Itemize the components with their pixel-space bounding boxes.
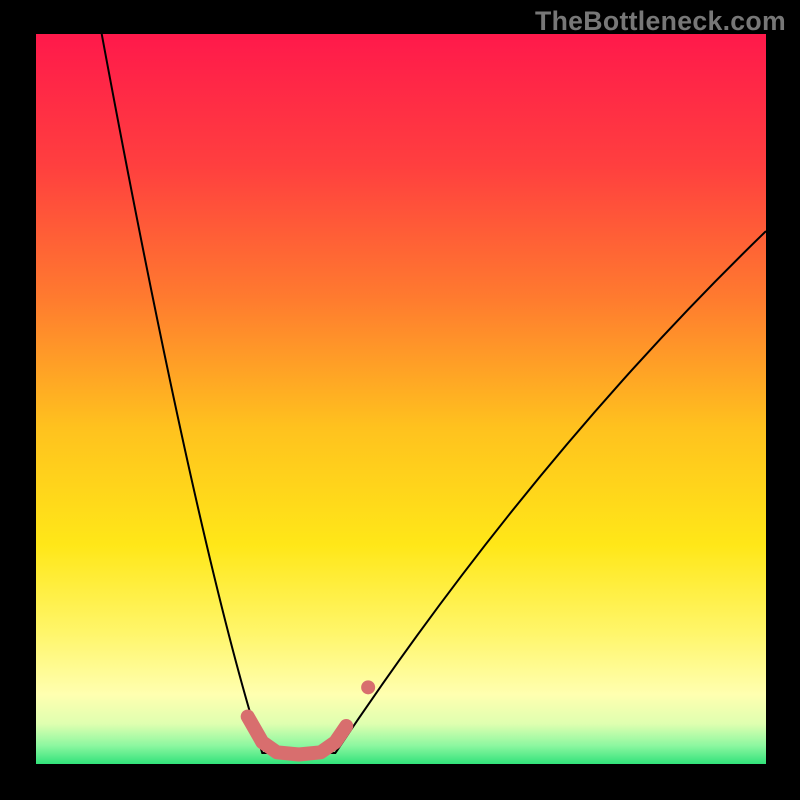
plot-background-gradient [36,34,766,764]
chart-container: TheBottleneck.com [0,0,800,800]
watermark-text: TheBottleneck.com [535,6,786,37]
bottleneck-curve-plot [36,34,766,764]
highlight-dot [361,680,375,694]
